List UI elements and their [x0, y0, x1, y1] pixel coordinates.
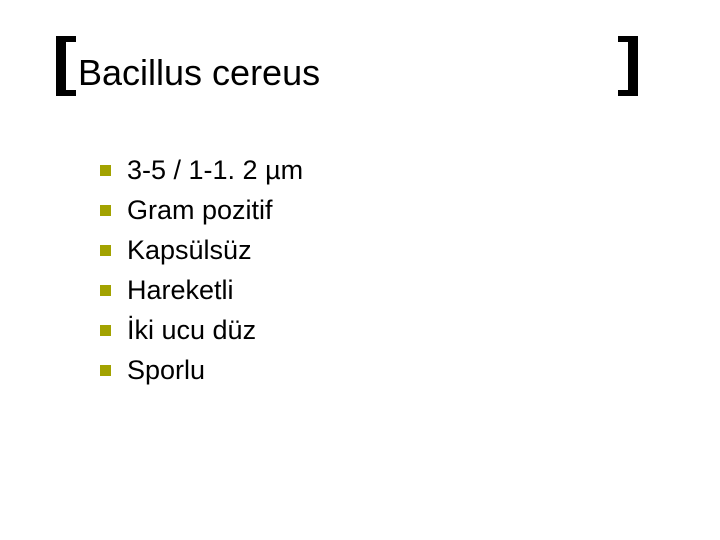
list-item-text: Hareketli: [127, 275, 234, 306]
list-item: Gram pozitif: [100, 190, 303, 230]
bullet-icon: [100, 245, 111, 256]
bullet-icon: [100, 205, 111, 216]
bracket-left-bottom-h: [56, 90, 76, 96]
bullet-icon: [100, 365, 111, 376]
list-item-text: İki ucu düz: [127, 315, 256, 346]
list-item: Hareketli: [100, 270, 303, 310]
bracket-left-vertical: [56, 36, 66, 96]
bullet-icon: [100, 165, 111, 176]
list-item: İki ucu düz: [100, 310, 303, 350]
list-item-text: Gram pozitif: [127, 195, 273, 226]
bullet-list: 3-5 / 1-1. 2 µm Gram pozitif Kapsülsüz H…: [100, 150, 303, 390]
slide-title: Bacillus cereus: [78, 52, 320, 94]
bracket-right-bottom-h: [618, 90, 638, 96]
list-item: Kapsülsüz: [100, 230, 303, 270]
list-item-text: 3-5 / 1-1. 2 µm: [127, 155, 303, 186]
list-item-text: Kapsülsüz: [127, 235, 252, 266]
slide: Bacillus cereus 3-5 / 1-1. 2 µm Gram poz…: [0, 0, 720, 540]
bracket-right-top-h: [618, 36, 638, 42]
list-item: Sporlu: [100, 350, 303, 390]
bullet-icon: [100, 325, 111, 336]
list-item-text: Sporlu: [127, 355, 205, 386]
bracket-right-vertical: [628, 36, 638, 96]
bracket-left-top-h: [56, 36, 76, 42]
list-item: 3-5 / 1-1. 2 µm: [100, 150, 303, 190]
bullet-icon: [100, 285, 111, 296]
